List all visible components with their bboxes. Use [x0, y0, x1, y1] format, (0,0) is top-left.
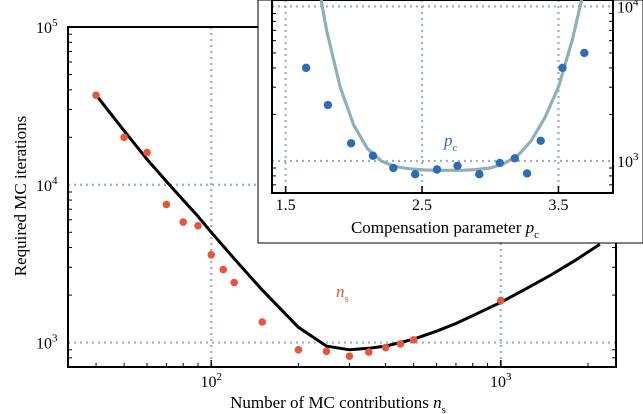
- main-data-point: [230, 278, 238, 287]
- main-y-tick-label: 104: [36, 175, 58, 195]
- main-data-point: [179, 218, 188, 226]
- inset-fit-curve: [319, 0, 584, 172]
- inset-data-points: [301, 48, 589, 179]
- inset-x-axis-label-symbol: p: [525, 218, 535, 237]
- main-x-axis-label-symbol: n: [433, 393, 442, 412]
- main-data-point: [258, 318, 267, 326]
- inset-data-point: [301, 63, 311, 73]
- inset-x-tick-label: 3.5: [548, 197, 568, 214]
- inset-data-point: [536, 136, 545, 145]
- inset-annotation-symbol: p: [443, 131, 453, 150]
- inset-y-tick-base: 10: [617, 154, 633, 171]
- main-data-point: [496, 296, 505, 305]
- inset-x-axis-label: Compensation parameter pc: [351, 218, 539, 241]
- inset-y-tick-exp: 3: [633, 151, 639, 163]
- main-data-point: [120, 133, 128, 142]
- main-x-axis-label-text: Number of MC contributions: [230, 393, 429, 412]
- inset-data-point: [475, 170, 484, 179]
- inset-y-tick-label: 103: [617, 151, 639, 171]
- main-data-point: [294, 345, 303, 354]
- inset-x-tick-label: 1.5: [276, 197, 296, 214]
- main-y-tick-label: 103: [36, 333, 58, 353]
- main-y-tick-exp: 5: [52, 17, 58, 29]
- main-data-point: [143, 148, 151, 157]
- inset-data-point: [558, 63, 567, 73]
- inset-x-axis-label-subscript: c: [534, 229, 539, 241]
- main-data-point: [194, 221, 202, 230]
- inset-background: [257, 0, 643, 244]
- main-x-axis-label: Number of MC contributions ns: [230, 393, 446, 414]
- main-data-point: [396, 340, 405, 348]
- inset-data-point: [495, 158, 504, 168]
- main-x-tick-label: 103: [490, 371, 512, 391]
- inset-annotation: pc: [443, 131, 458, 154]
- inset-data-point: [432, 165, 442, 174]
- main-x-tick-base: 10: [201, 374, 217, 391]
- main-data-point: [162, 200, 171, 209]
- main-data-points: [92, 91, 505, 360]
- main-x-tick-label: 102: [201, 371, 223, 391]
- inset-data-point: [510, 154, 519, 163]
- inset-x-axis-label-text: Compensation parameter: [351, 218, 522, 237]
- main-data-point: [219, 265, 228, 274]
- main-y-tick-base: 10: [36, 178, 52, 195]
- main-y-tick-base: 10: [36, 336, 52, 353]
- inset-y-tick-exp: 4: [633, 0, 639, 8]
- inset-grid: [272, 0, 613, 193]
- main-annotation-symbol: n: [336, 282, 345, 301]
- main-data-point: [322, 347, 331, 356]
- inset-data-point: [368, 151, 378, 160]
- inset-plot-frame: [271, 0, 614, 194]
- main-y-tick-exp: 3: [52, 333, 58, 345]
- main-data-point: [381, 343, 390, 352]
- main-y-tick-label: 105: [36, 17, 58, 37]
- main-x-tick-exp: 3: [506, 371, 512, 383]
- main-y-tick-base: 10: [36, 20, 52, 37]
- main-x-axis-label-subscript: s: [442, 404, 446, 414]
- main-annotation: ns: [336, 282, 349, 305]
- inset-data-point: [453, 161, 462, 170]
- main-x-tick-exp: 2: [217, 371, 223, 383]
- inset-data-point: [323, 100, 333, 110]
- inset-data-point: [522, 169, 532, 178]
- main-y-tick-exp: 4: [52, 175, 58, 187]
- main-data-point: [92, 91, 100, 99]
- inset-y-tick-label: 104: [617, 0, 639, 16]
- inset-y-tick-base: 10: [617, 0, 633, 16]
- inset-annotation-subscript: c: [453, 142, 458, 154]
- main-fit-curve: [94, 94, 601, 352]
- main-y-axis-label: Required MC iterations: [11, 116, 30, 277]
- main-data-point: [409, 336, 418, 344]
- inset-data-point: [389, 163, 398, 173]
- inset-x-tick-label: 2.5: [412, 197, 432, 214]
- main-annotation-subscript: s: [345, 293, 349, 305]
- inset-data-point: [580, 48, 589, 58]
- main-data-point: [345, 352, 354, 360]
- inset-data-point: [411, 170, 420, 179]
- main-x-tick-base: 10: [490, 374, 506, 391]
- main-data-point: [207, 250, 216, 259]
- inset-data-point: [346, 139, 356, 148]
- main-data-point: [364, 348, 373, 356]
